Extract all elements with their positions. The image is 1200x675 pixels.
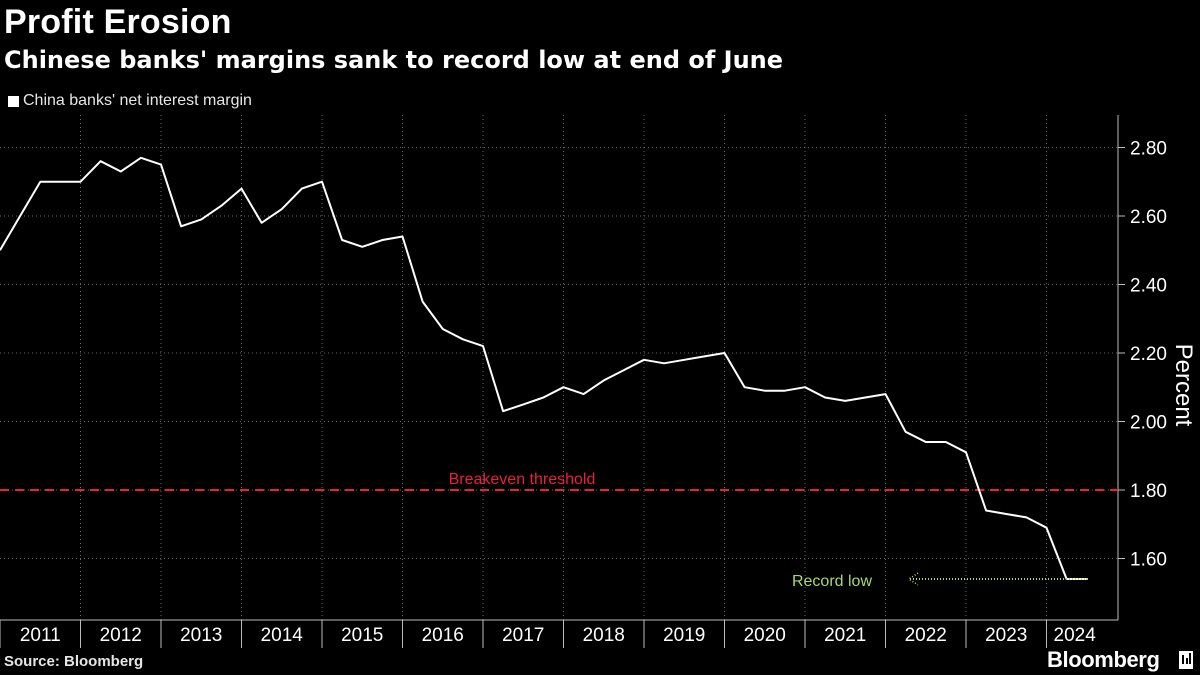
y-axis-title: Percent bbox=[1170, 344, 1197, 427]
x-tick-label: 2020 bbox=[744, 625, 786, 646]
threshold-label: Breakeven threshold bbox=[449, 471, 596, 488]
y-tick-label: 2.60 bbox=[1130, 207, 1167, 228]
line-chart: 1.60 1.80 2.00 2.20 2.40 2.60 2.80 2011 2012 2013… bbox=[0, 0, 1200, 675]
label-layer: 1.60 1.80 2.00 2.20 2.40 2.60 2.80 2011 2012 2013… bbox=[20, 139, 1197, 647]
x-tick-label: 2022 bbox=[905, 625, 947, 646]
x-tick-label: 2011 bbox=[20, 625, 61, 646]
grid-layer bbox=[0, 115, 1118, 620]
x-tick-label: 2014 bbox=[261, 625, 304, 646]
y-tick-label: 2.80 bbox=[1130, 139, 1167, 160]
y-tick-label: 2.40 bbox=[1130, 276, 1167, 297]
terminal-icon bbox=[1178, 650, 1194, 670]
x-tick-label: 2012 bbox=[100, 625, 142, 646]
annotation-label: Record low bbox=[792, 573, 872, 590]
y-tick-label: 1.60 bbox=[1130, 550, 1167, 571]
x-tick-label: 2017 bbox=[502, 625, 544, 646]
x-tick-label: 2015 bbox=[341, 625, 383, 646]
x-tick-label: 2018 bbox=[583, 625, 625, 646]
y-tick-label: 1.80 bbox=[1130, 481, 1167, 502]
x-tick-label: 2023 bbox=[985, 625, 1027, 646]
bloomberg-logo: Bloomberg bbox=[1047, 646, 1160, 674]
x-tick-label: 2016 bbox=[422, 625, 464, 646]
x-tick-label: 2021 bbox=[824, 625, 866, 646]
y-tick-label: 2.20 bbox=[1130, 344, 1167, 365]
x-tick-label: 2019 bbox=[663, 625, 705, 646]
series-layer bbox=[0, 158, 1118, 585]
x-tick-label: 2013 bbox=[180, 625, 222, 646]
axis-layer bbox=[0, 115, 1125, 648]
series-line bbox=[0, 158, 1087, 579]
source-note: Source: Bloomberg bbox=[4, 652, 143, 672]
x-tick-label: 2024 bbox=[1054, 625, 1097, 646]
y-tick-label: 2.00 bbox=[1130, 413, 1167, 434]
